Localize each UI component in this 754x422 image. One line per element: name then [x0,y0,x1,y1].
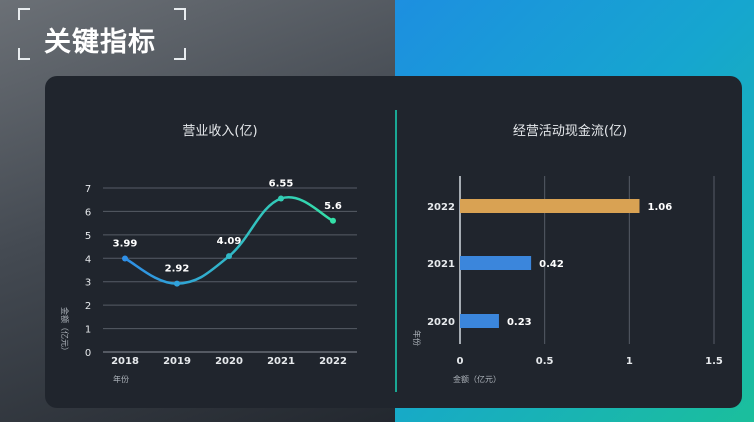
x-tick-label: 2020 [215,356,243,367]
data-point [122,255,128,262]
x-axis-label: 年份 [113,374,129,384]
y-tick-label: 2 [85,301,91,312]
x-tick-label: 2018 [111,356,139,367]
y-tick-label: 5 [85,231,91,242]
revenue-series-line [124,196,334,285]
y-tick-label: 3 [85,278,91,289]
data-point [330,217,336,224]
y-category-label: 2022 [427,202,455,213]
x-tick-label: 2021 [267,356,295,367]
chart-title: 营业收入(亿) [182,124,257,139]
y-tick-label: 0 [85,348,91,359]
frame-corner [174,48,186,60]
y-tick-label: 7 [85,184,91,195]
title-frame: 关键指标 [18,8,186,60]
x-axis-label: 金额（亿元） [453,374,501,384]
bar [460,256,532,270]
bar [460,199,640,213]
data-point [278,195,284,202]
page-title: 关键指标 [44,27,156,58]
data-point [174,280,180,287]
x-tick-label: 0 [457,356,464,367]
bar [460,314,499,328]
y-axis-label: 金额（亿元） [60,307,70,355]
y-tick-label: 4 [85,254,91,265]
x-tick-label: 1.5 [705,356,723,367]
data-label: 1.06 [647,202,672,213]
x-tick-label: 1 [626,356,633,367]
panel-divider [395,110,397,392]
data-label: 6.55 [269,179,294,190]
data-label: 0.42 [539,259,564,270]
x-tick-label: 0.5 [536,356,554,367]
metrics-panel: 营业收入(亿) 0 1 2 3 4 5 6 7 2018 2019 2020 2021 2022 3.… [45,76,742,408]
x-tick-label: 2022 [319,356,347,367]
y-axis-label: 年份 [412,330,422,346]
frame-corner [174,8,186,20]
revenue-line-chart: 营业收入(亿) 0 1 2 3 4 5 6 7 2018 2019 2020 2021 2022 3.… [60,124,357,384]
data-label: 0.23 [507,317,532,328]
x-tick-label: 2019 [163,356,191,367]
chart-title: 经营活动现金流(亿) [513,123,627,139]
y-category-label: 2021 [427,259,455,270]
data-label: 3.99 [113,239,138,250]
data-label: 5.6 [324,201,342,212]
frame-corner [18,48,30,60]
y-tick-label: 6 [85,207,91,218]
frame-corner [18,8,30,20]
y-category-label: 2020 [427,317,455,328]
data-label: 4.09 [217,236,242,247]
data-point [226,253,232,260]
data-label: 2.92 [165,264,190,275]
y-tick-label: 1 [85,325,91,336]
